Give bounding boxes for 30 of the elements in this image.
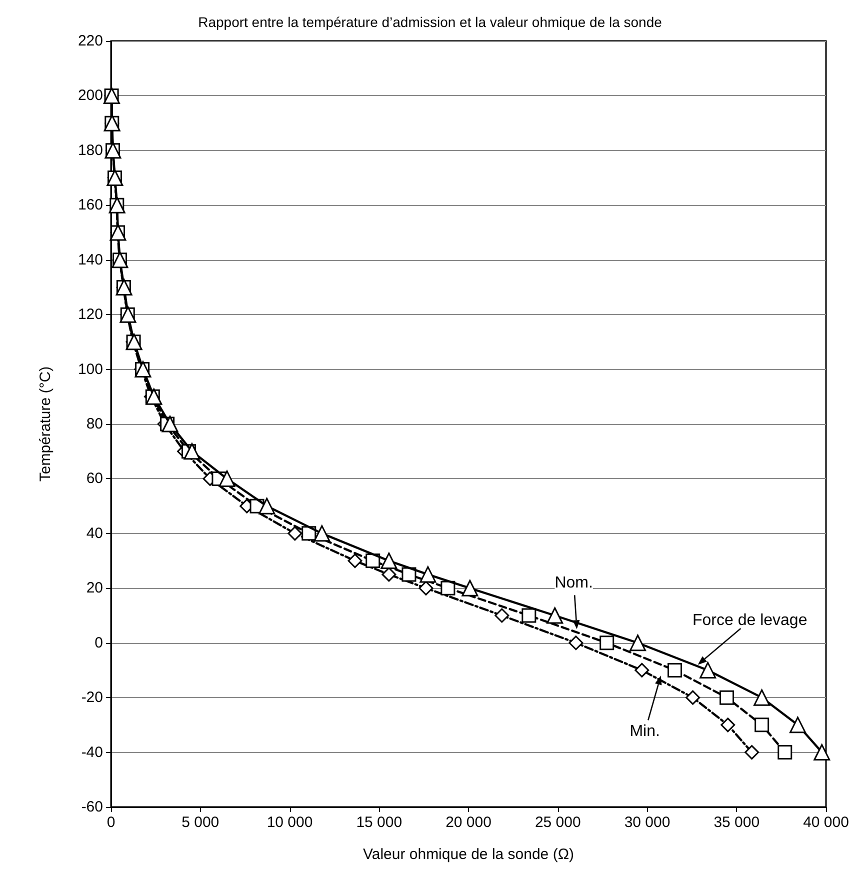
x-tick-label: 40 000	[803, 814, 849, 831]
x-tick-label: 35 000	[714, 814, 760, 831]
y-tick-label: 100	[78, 360, 103, 378]
x-tick-label: 20 000	[446, 814, 492, 831]
y-tick-label: -20	[81, 689, 103, 706]
annotation: Nom.	[554, 574, 593, 592]
y-axis-title: Température (°C)	[37, 366, 54, 482]
x-tick-label: 0	[106, 814, 116, 831]
x-tick-label: 5 000	[182, 814, 220, 831]
y-tick-label: 80	[86, 416, 103, 432]
x-tick-label: 25 000	[534, 814, 581, 831]
annotation: Force de levage	[692, 612, 808, 630]
x-axis-title: Valeur ohmique de la sonde (Ω)	[362, 846, 574, 863]
y-tick-label: 140	[78, 251, 103, 268]
y-tick-label: 200	[78, 87, 103, 104]
y-tick-label: 160	[78, 196, 103, 214]
x-tick-label: 15 000	[356, 814, 402, 831]
y-tick-label: 220	[78, 32, 103, 50]
chart-title: Rapport entre la température d’admission et la valeur ohmique de la sonde	[198, 14, 662, 30]
y-tick-label: 0	[94, 634, 103, 652]
y-tick-label: -60	[81, 798, 103, 816]
y-tick-label: 20	[86, 580, 103, 597]
x-tick-label: 10 000	[266, 814, 313, 831]
y-tick-label: 60	[86, 470, 103, 488]
x-tick-label: 30 000	[624, 814, 670, 831]
y-tick-label: 120	[78, 306, 103, 324]
annotation: Min.	[630, 723, 660, 740]
y-tick-label: -40	[81, 744, 103, 761]
y-tick-label: 40	[86, 524, 103, 542]
y-tick-label: 180	[78, 142, 103, 159]
